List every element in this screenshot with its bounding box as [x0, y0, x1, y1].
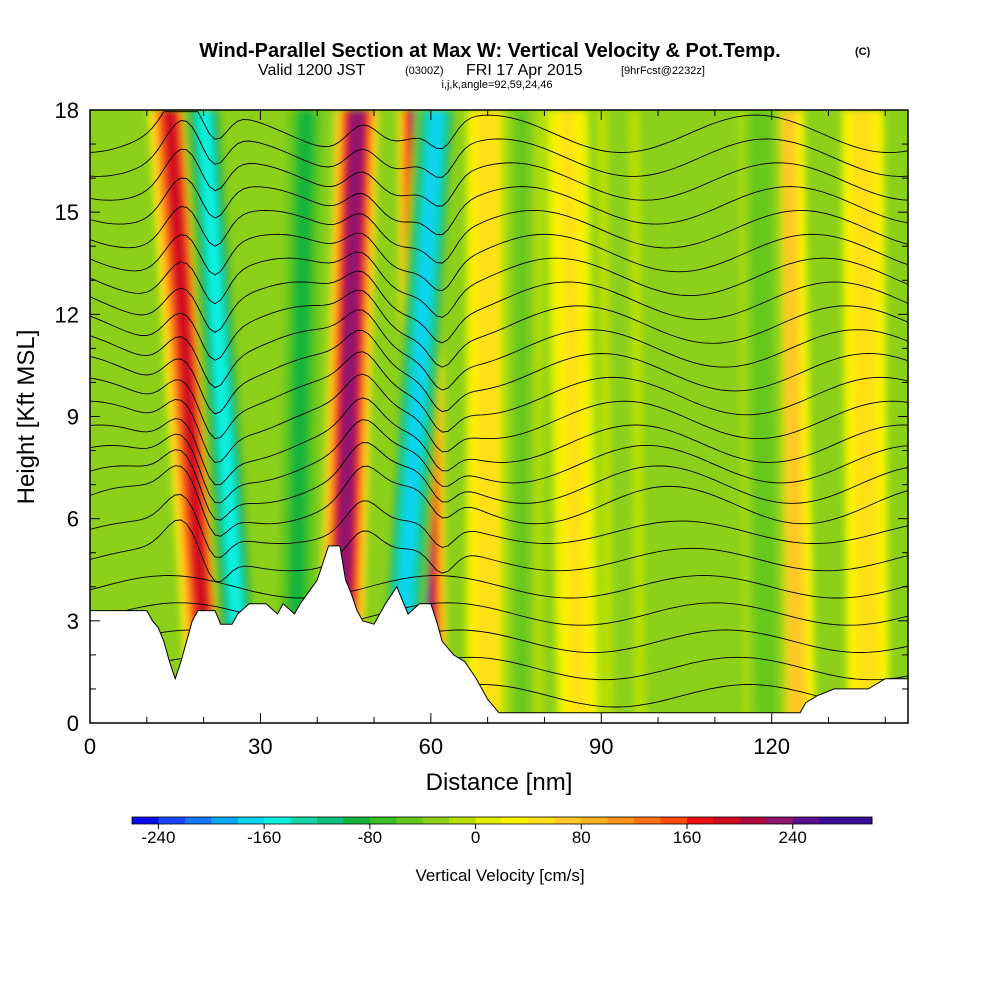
isentrope-line: [90, 329, 908, 415]
colorbar-tick-label: -240: [141, 828, 175, 847]
colorbar-swatch: [713, 817, 741, 824]
colorbar-swatch: [660, 817, 688, 824]
downdraft-band-5-level-1: [753, 110, 774, 723]
colorbar-frame: [131, 816, 873, 825]
colorbar-swatch: [607, 817, 635, 824]
y-tick-label: 12: [55, 302, 79, 327]
terrain: [90, 545, 908, 723]
subtitle-utc: (0300Z): [405, 65, 444, 77]
colorbar-swatch: [634, 817, 662, 824]
colorbar-swatch: [528, 817, 556, 824]
colorbar-swatch: [792, 817, 820, 824]
isentrope-line: [90, 419, 908, 504]
y-tick-label: 15: [55, 200, 79, 225]
colorbar-swatch: [237, 817, 265, 824]
subtitle-valid: Valid 1200 JST: [258, 62, 366, 79]
x-tick-label: 30: [248, 734, 272, 759]
plot-area: [90, 110, 908, 723]
y-axis-label: Height [Kft MSL]: [13, 330, 40, 505]
colorbar-swatch: [132, 817, 159, 824]
subtitle-forecast: [9hrFcst@2232z]: [621, 65, 705, 77]
downdraft-band-4-level-1: [611, 110, 632, 723]
colorbar-tick-label: -160: [247, 828, 281, 847]
colorbar-swatch: [369, 817, 397, 824]
chart-subtitle: Valid 1200 JST (0300Z) FRI 17 Apr 2015 […: [258, 62, 705, 79]
y-tick-label: 3: [67, 609, 79, 634]
indices-line: i,j,k,angle=92,59,24,46: [441, 79, 552, 91]
colorbar-swatch: [502, 817, 529, 824]
isentrope-line: [90, 442, 908, 521]
y-tick-label: 18: [55, 98, 79, 123]
downdraft-band-2-level-1: [389, 110, 444, 723]
downdraft-band-3-level-1: [514, 110, 529, 723]
isentrope-line: [90, 373, 908, 463]
isentrope-line: [90, 397, 908, 486]
colorbar-swatch: [766, 817, 794, 824]
colorbar-swatch: [158, 817, 186, 824]
copyright-mark: (C): [855, 46, 871, 58]
isentrope-line: [90, 177, 908, 236]
isentrope-line: [90, 120, 908, 178]
colorbar-swatch: [422, 817, 450, 824]
colorbar-swatch: [317, 817, 344, 824]
chart-title: Wind-Parallel Section at Max W: Vertical…: [199, 40, 780, 62]
colorbar-swatch: [264, 817, 292, 824]
updraft-band-3-level-1: [480, 110, 495, 723]
colorbar: -240 -160 -80 0 80 160 240: [131, 816, 873, 847]
isentrope-line: [90, 309, 908, 391]
y-tick-label: 9: [67, 405, 79, 430]
updraft-band-0-level-1: [162, 110, 217, 723]
colorbar-swatch: [687, 817, 714, 824]
colorbar-swatch: [554, 817, 582, 824]
colorbar-swatch: [290, 817, 318, 824]
x-tick-label: 0: [84, 734, 96, 759]
updraft-band-6-level-1: [855, 110, 876, 723]
colorbar-swatch: [819, 817, 847, 824]
y-tick-label: 0: [67, 711, 79, 736]
isentrope-line: [90, 289, 908, 368]
colorbar-swatch: [184, 817, 212, 824]
x-tick-label: 60: [419, 734, 443, 759]
isentrope-line: [90, 351, 908, 440]
colorbar-swatch: [475, 817, 503, 824]
colorbar-swatch: [211, 817, 239, 824]
colorbar-swatch: [396, 817, 424, 824]
colorbar-tick-label: -80: [358, 828, 383, 847]
colorbar-swatch: [845, 817, 873, 824]
isentrope-line: [90, 602, 908, 626]
x-axis-label: Distance [nm]: [426, 769, 573, 796]
x-axis: 0 30 60 90 120: [84, 110, 886, 759]
colorbar-tick-label: 240: [779, 828, 807, 847]
y-tick-label: 6: [67, 507, 79, 532]
isentrope-line: [90, 206, 908, 264]
colorbar-swatch: [739, 817, 767, 824]
colorbar-swatch: [343, 817, 371, 824]
isentrope-line: [90, 270, 908, 344]
isentrope-line: [90, 232, 908, 292]
isentrope-line: [90, 575, 908, 599]
x-tick-label: 90: [589, 734, 613, 759]
isentrope-line: [90, 148, 908, 207]
y-axis: 0 3 6 9 12 15 18: [55, 98, 908, 736]
isentrope-line: [90, 494, 908, 558]
downdraft-band-1-level-1: [287, 110, 313, 723]
colorbar-label: Vertical Velocity [cm/s]: [415, 866, 584, 885]
colorbar-tick-label: 160: [673, 828, 701, 847]
isentrope-line: [90, 519, 908, 583]
isentrope-line: [90, 465, 908, 537]
subtitle-date: FRI 17 Apr 2015: [466, 62, 583, 79]
colorbar-swatch: [449, 817, 477, 824]
downdraft-band-0-level-1: [196, 110, 251, 723]
colorbar-tick-label: 0: [471, 828, 480, 847]
colorbar-swatch: [581, 817, 609, 824]
isentrope-line: [90, 251, 908, 318]
colorbar-tick-label: 80: [572, 828, 591, 847]
x-tick-label: 120: [753, 734, 790, 759]
